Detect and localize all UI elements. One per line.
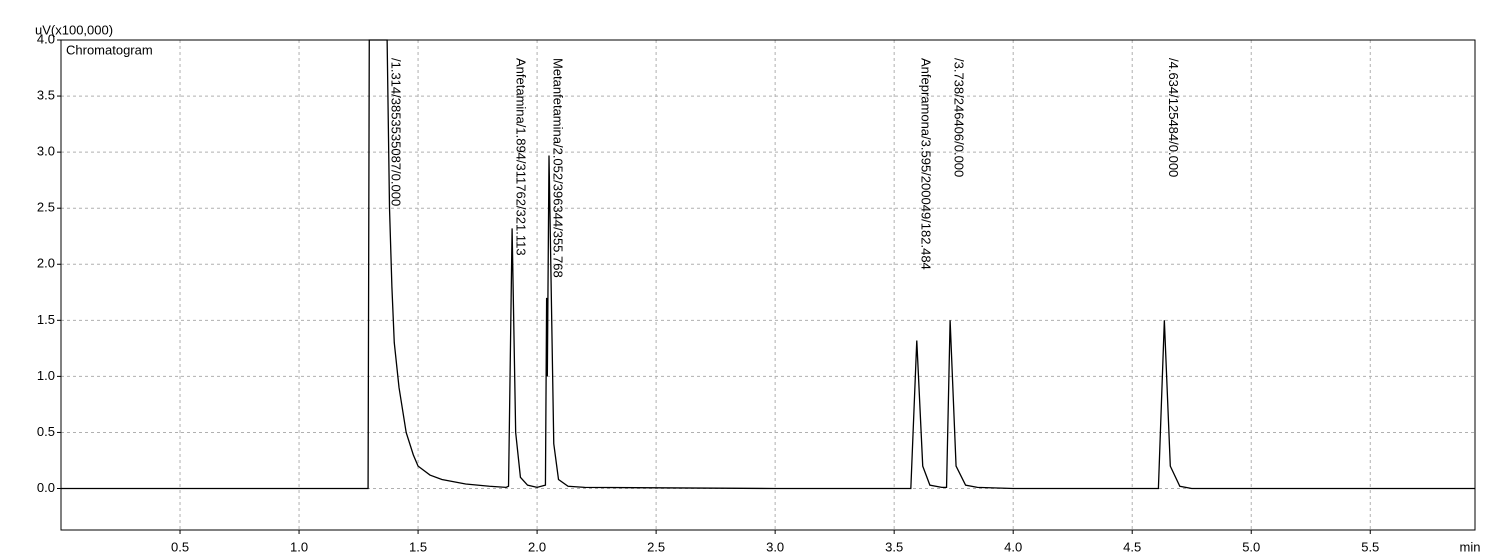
y-tick-label: 0.5 — [37, 424, 55, 439]
y-tick-label: 2.0 — [37, 256, 55, 271]
y-tick-label: 3.0 — [37, 144, 55, 159]
x-axis-label: min — [1460, 539, 1481, 554]
x-tick-label: 5.0 — [1242, 539, 1260, 554]
y-tick-label: 4.0 — [37, 31, 55, 46]
peak-annotation: Anfepramona/3.595/200049/182.484 — [918, 58, 933, 270]
x-tick-label: 0.5 — [171, 539, 189, 554]
chart-title: Chromatogram — [66, 42, 153, 57]
x-tick-label: 2.0 — [528, 539, 546, 554]
x-tick-label: 5.5 — [1361, 539, 1379, 554]
x-tick-label: 1.5 — [409, 539, 427, 554]
x-tick-label: 4.0 — [1004, 539, 1022, 554]
y-tick-label: 3.5 — [37, 88, 55, 103]
y-tick-label: 1.0 — [37, 368, 55, 383]
x-tick-label: 4.5 — [1123, 539, 1141, 554]
plot-frame — [60, 39, 1476, 531]
peak-annotation: Metanfetamina/2.052/396344/355.768 — [551, 58, 566, 278]
x-tick-label: 2.5 — [647, 539, 665, 554]
peak-annotation: Anfetamina/1.894/311762/321.113 — [514, 58, 529, 256]
y-tick-label: 1.5 — [37, 312, 55, 327]
x-tick-label: 3.0 — [766, 539, 784, 554]
y-tick-label: 0.0 — [37, 480, 55, 495]
y-axis-label: uV(x100,000) — [35, 22, 113, 37]
peak-annotation: /4.634/125484/0.000 — [1166, 58, 1181, 177]
x-tick-label: 3.5 — [885, 539, 903, 554]
x-tick-label: 1.0 — [290, 539, 308, 554]
trace-line — [61, 39, 1475, 490]
peak-annotation: /1.314/3853535087/0.000 — [389, 58, 404, 206]
peak-annotation: /3.738/246406/0.000 — [952, 58, 967, 177]
y-tick-label: 2.5 — [37, 200, 55, 215]
